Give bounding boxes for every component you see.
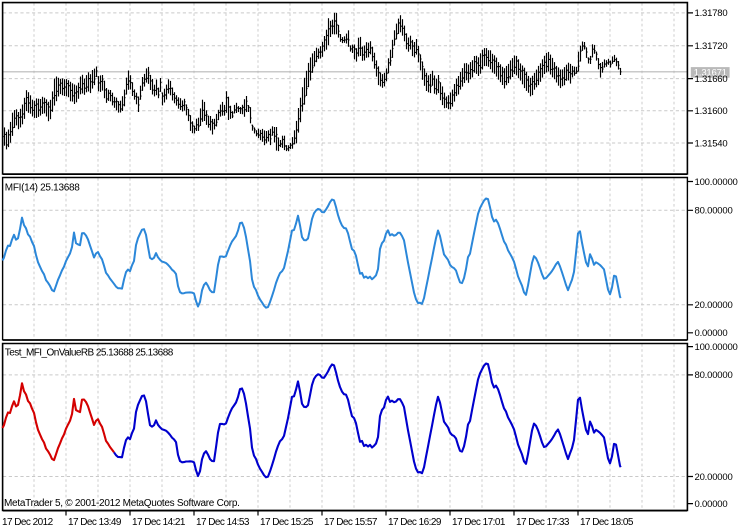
svg-text:80.00000: 80.00000 xyxy=(695,370,733,381)
svg-text:MetaTrader 5, © 2001-2012 Meta: MetaTrader 5, © 2001-2012 MetaQuotes Sof… xyxy=(4,498,240,509)
svg-text:MFI(14) 25.13688: MFI(14) 25.13688 xyxy=(5,182,80,193)
svg-text:1.31671: 1.31671 xyxy=(694,68,727,79)
svg-text:1.31600: 1.31600 xyxy=(695,106,728,117)
svg-text:17 Dec 13:49: 17 Dec 13:49 xyxy=(68,517,122,528)
svg-text:17 Dec 18:05: 17 Dec 18:05 xyxy=(580,517,634,528)
svg-text:100.00000: 100.00000 xyxy=(695,342,738,353)
svg-text:17 Dec 2012: 17 Dec 2012 xyxy=(2,517,54,528)
svg-text:Test_MFI_OnValueRB 25.13688 25: Test_MFI_OnValueRB 25.13688 25.13688 xyxy=(5,347,174,358)
svg-text:17 Dec 17:01: 17 Dec 17:01 xyxy=(452,517,506,528)
svg-text:100.00000: 100.00000 xyxy=(695,177,738,188)
svg-text:17 Dec 17:33: 17 Dec 17:33 xyxy=(516,517,570,528)
svg-text:80.00000: 80.00000 xyxy=(695,206,733,217)
svg-text:20.00000: 20.00000 xyxy=(695,472,733,483)
svg-text:0.00000: 0.00000 xyxy=(695,499,728,510)
svg-text:1.31780: 1.31780 xyxy=(695,8,728,19)
svg-text:1.31540: 1.31540 xyxy=(695,138,728,149)
svg-text:0.00000: 0.00000 xyxy=(695,328,728,339)
svg-text:17 Dec 16:29: 17 Dec 16:29 xyxy=(388,517,442,528)
svg-text:20.00000: 20.00000 xyxy=(695,300,733,311)
svg-text:1.31660: 1.31660 xyxy=(695,74,728,85)
svg-text:1.31720: 1.31720 xyxy=(695,41,728,52)
svg-text:17 Dec 15:57: 17 Dec 15:57 xyxy=(324,517,378,528)
svg-text:17 Dec 14:21: 17 Dec 14:21 xyxy=(132,517,186,528)
svg-text:17 Dec 14:53: 17 Dec 14:53 xyxy=(196,517,250,528)
svg-text:17 Dec 15:25: 17 Dec 15:25 xyxy=(260,517,314,528)
